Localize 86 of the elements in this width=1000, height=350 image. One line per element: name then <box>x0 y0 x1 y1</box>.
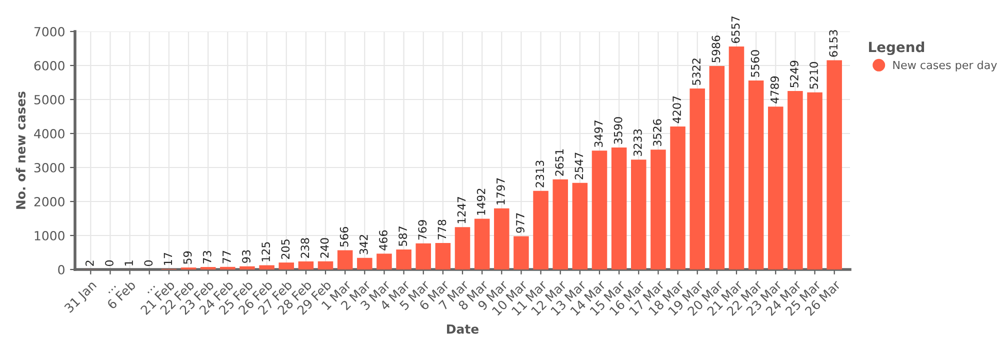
bar <box>494 208 510 270</box>
bar <box>826 60 842 270</box>
bar <box>788 91 803 270</box>
data-label: 17 <box>164 252 172 265</box>
data-label: 5322 <box>692 58 701 85</box>
data-label: 4207 <box>672 96 681 124</box>
bar <box>514 236 529 270</box>
data-label: 238 <box>300 238 310 258</box>
data-label: 2651 <box>555 149 564 176</box>
data-label: 587 <box>398 226 408 246</box>
bar <box>807 92 822 270</box>
data-label: 3590 <box>614 117 622 144</box>
data-label: 5249 <box>790 60 798 88</box>
data-label: 3497 <box>594 120 603 147</box>
data-label: 125 <box>262 242 270 262</box>
y-axis-title: No. of new cases <box>16 92 26 209</box>
bar <box>709 66 725 270</box>
data-label: 778 <box>438 220 446 240</box>
data-label: 2547 <box>574 152 584 180</box>
data-label: 6153 <box>829 30 838 57</box>
legend-label: New cases per day <box>893 60 997 72</box>
x-tick-label: ... <box>148 286 156 294</box>
data-label: 3526 <box>653 119 662 146</box>
data-label: 5560 <box>750 50 760 77</box>
bar <box>454 227 470 270</box>
data-label: 466 <box>379 230 388 250</box>
bar <box>690 88 705 270</box>
bar <box>298 261 314 270</box>
x-axis-title: Date <box>447 324 479 334</box>
bar <box>728 46 744 270</box>
bar <box>592 150 608 270</box>
bar <box>435 243 451 270</box>
bar <box>357 258 372 270</box>
y-tick-label: 2000 <box>34 196 64 206</box>
data-label: 73 <box>202 250 212 264</box>
data-label: 1492 <box>476 188 486 215</box>
data-label: 59 <box>183 251 192 264</box>
bar <box>396 250 412 270</box>
data-label: 5986 <box>712 36 720 62</box>
x-tick-label: 31 Jan <box>64 280 98 315</box>
bar <box>748 80 764 270</box>
y-tick-label: 1000 <box>34 230 64 240</box>
bar <box>552 179 568 270</box>
data-label: 5210 <box>810 62 818 89</box>
bar <box>572 182 588 270</box>
bar <box>376 254 392 270</box>
data-label: 1 <box>124 260 133 266</box>
bar <box>220 266 236 270</box>
data-label: 2 <box>85 260 94 266</box>
bar <box>474 218 490 270</box>
y-tick-label: 0 <box>58 264 64 274</box>
data-label: 0 <box>105 260 114 266</box>
bar <box>318 261 334 270</box>
data-label: 93 <box>242 250 250 263</box>
data-label: 240 <box>320 238 329 258</box>
y-tick-label: 5000 <box>34 94 64 104</box>
data-label: 769 <box>418 220 427 240</box>
bar <box>631 160 646 270</box>
legend-title: Legend <box>869 42 924 56</box>
y-tick-label: 4000 <box>34 128 64 138</box>
y-tick-label: 6000 <box>34 60 64 70</box>
data-label: 977 <box>516 213 524 233</box>
bar <box>670 126 686 270</box>
bar <box>240 266 255 270</box>
data-label: 6557 <box>731 16 740 44</box>
bar <box>768 106 784 270</box>
data-label: 205 <box>281 240 290 259</box>
data-label: 1247 <box>457 196 466 224</box>
data-label: 342 <box>359 235 368 254</box>
y-tick-label: 3000 <box>34 162 64 172</box>
data-label: 1797 <box>496 178 505 204</box>
bar <box>259 265 274 270</box>
data-label: 2313 <box>536 160 544 188</box>
data-label: 3233 <box>633 129 642 156</box>
y-tick-label: 7000 <box>34 26 64 36</box>
bar <box>650 150 666 270</box>
x-tick-label: ... <box>108 286 116 294</box>
data-label: 77 <box>222 250 231 264</box>
bar <box>278 262 294 270</box>
bar <box>416 243 431 270</box>
data-label: 566 <box>340 226 348 247</box>
bar <box>533 190 548 270</box>
bar <box>611 147 627 270</box>
bar <box>337 250 353 270</box>
data-label: 0 <box>144 260 153 266</box>
data-label: 4789 <box>770 76 779 104</box>
